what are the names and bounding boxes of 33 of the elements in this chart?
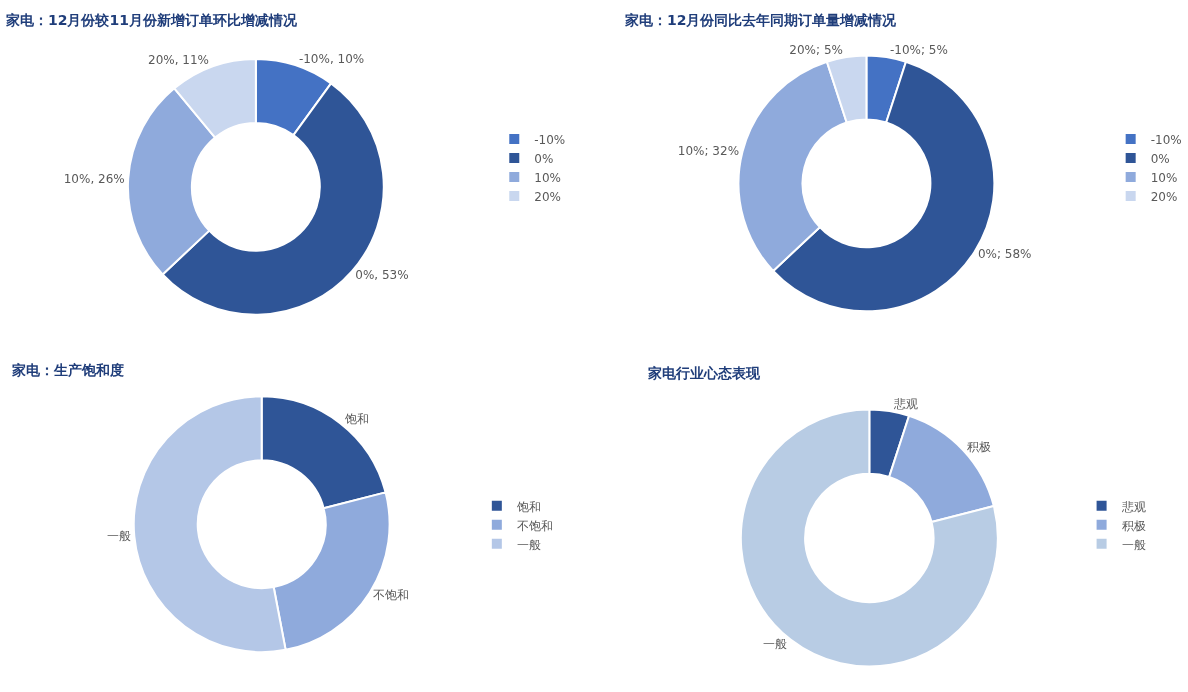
- legend-label: 饱和: [515, 499, 541, 514]
- data-label: 20%, 11%: [148, 53, 210, 68]
- chart-title: 家电行业心态表现: [647, 365, 761, 381]
- legend-label: 0%: [1150, 151, 1170, 166]
- data-label: 一般: [106, 529, 131, 544]
- legend-label: 10%: [534, 170, 561, 185]
- legend-label: 积极: [1121, 518, 1146, 533]
- data-label: 悲观: [892, 397, 918, 412]
- data-label: -10%; 5%: [889, 43, 948, 58]
- data-label: 饱和: [343, 411, 369, 426]
- data-label: 10%, 26%: [63, 171, 125, 186]
- data-label: 一般: [763, 636, 788, 651]
- legend-label: 10%: [1150, 170, 1178, 185]
- legend-label: -10%: [534, 132, 566, 147]
- legend-label: 不饱和: [516, 518, 553, 533]
- chart-title: 家电：生产饱和度: [11, 362, 124, 378]
- legend-label: -10%: [1150, 132, 1182, 147]
- data-label: 积极: [966, 439, 991, 454]
- data-label: 不饱和: [373, 587, 410, 602]
- chart-title: 家电：12月份同比去年同期订单量增减情况: [624, 12, 898, 28]
- data-label: 0%, 53%: [355, 267, 409, 282]
- donut-slice: [739, 408, 999, 668]
- legend-label: 20%: [1150, 189, 1178, 204]
- legend-label: 一般: [516, 537, 541, 552]
- data-label: 0%; 58%: [977, 246, 1032, 261]
- legend-label: 0%: [534, 151, 554, 166]
- data-label: 20%; 5%: [789, 43, 843, 58]
- legend-label: 一般: [1121, 537, 1146, 552]
- legend-label: 悲观: [1120, 499, 1146, 514]
- data-label: 10%; 32%: [677, 144, 740, 159]
- legend-label: 20%: [534, 189, 561, 204]
- chart-title: 家电：12月份较11月份新增订单环比增减情况: [5, 12, 298, 28]
- data-label: -10%, 10%: [298, 51, 365, 66]
